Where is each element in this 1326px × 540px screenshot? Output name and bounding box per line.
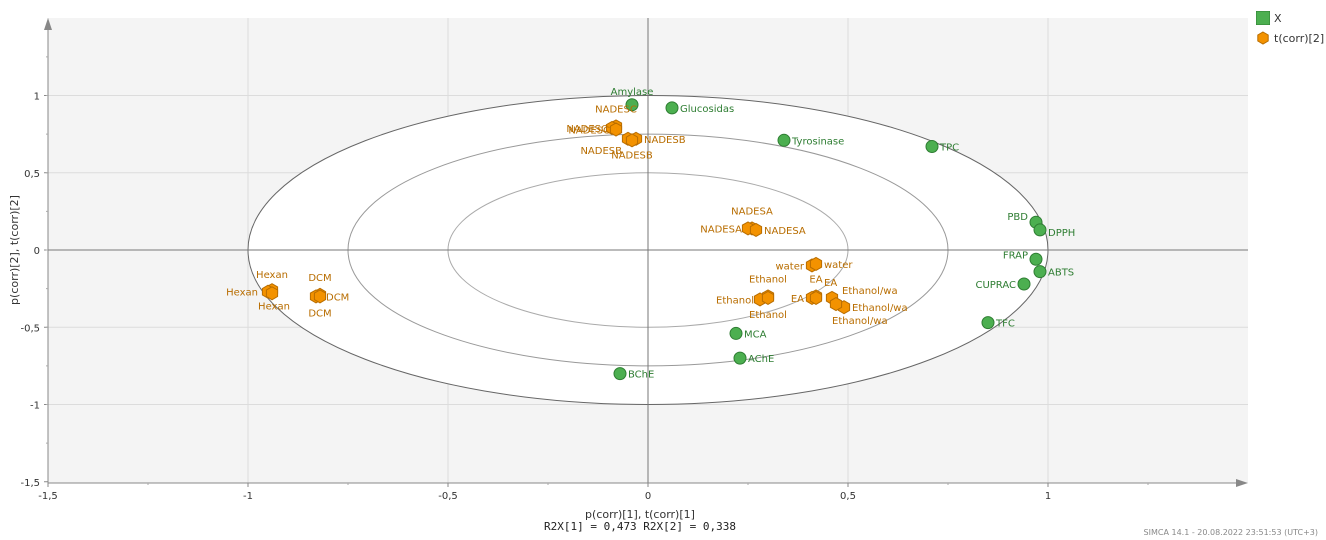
loading-label: DPPH [1048,228,1075,239]
score-label: Hexan [258,301,290,312]
score-point [313,289,327,304]
loading-point [1033,223,1047,237]
x-tick-label: 1 [1045,491,1051,502]
score-label: NADESB [644,135,686,146]
loading-point [1017,277,1031,291]
score-label: NADESA [764,226,806,237]
software-footer: SIMCA 14.1 - 20.08.2022 23:51:53 (UTC+3) [1143,528,1318,537]
loading-label: PBD [1007,212,1028,223]
score-label: Ethanol/wa [852,303,908,314]
score-label: DCM [326,292,349,303]
score-point [761,290,775,305]
score-label: Ethanol [749,310,787,321]
x-tick-label: 0 [645,491,651,502]
y-axis-title: p(corr)[2], t(corr)[2] [8,195,21,305]
y-tick-label: 0 [34,246,40,257]
green-square-icon [1256,11,1270,25]
score-label: NADESC [595,104,637,115]
loading-label: Amylase [611,87,654,98]
score-point [829,297,843,312]
loading-point [1029,252,1043,266]
x-tick-label: 0,5 [840,491,856,502]
score-point [625,133,639,148]
loading-point [925,139,939,153]
loading-point [1033,265,1047,279]
score-label: DCM [308,308,331,319]
legend-item-tcorr2[interactable]: t(corr)[2] [1256,28,1324,48]
score-point [265,286,279,301]
score-label: NADESB [580,146,622,157]
x-axis-arrow-icon [1236,479,1248,487]
loading-label: MCA [744,329,767,340]
y-tick-label: 0,5 [24,169,40,180]
loading-label: TFC [995,319,1015,330]
score-label: NADESA [731,206,773,217]
score-label: Hexan [226,288,258,299]
score-label: NADESB [611,150,653,161]
legend-label-tcorr2: t(corr)[2] [1274,31,1325,45]
score-label: Ethanol [749,274,787,285]
x-tick-label: -1 [243,491,253,502]
score-label: water [776,261,805,272]
y-tick-label: -1 [30,401,40,412]
orange-hexagon-icon [1257,31,1269,45]
score-label: Ethanol [716,295,754,306]
loading-label: TPC [939,142,959,153]
score-label: NADESC [566,124,608,135]
legend: X t(corr)[2] [1256,8,1324,48]
y-tick-label: 1 [34,92,40,103]
loading-point [733,351,747,365]
loading-label: ABTS [1048,268,1074,279]
score-point [609,122,623,137]
score-point [809,290,823,305]
loading-point [777,133,791,147]
score-label: DCM [308,273,331,284]
y-tick-label: -1,5 [20,478,40,489]
loading-label: FRAP [1003,250,1028,261]
loading-label: CUPRAC [975,280,1016,291]
score-point [749,222,763,237]
x-tick-label: -0,5 [438,491,458,502]
loading-label: Tyrosinase [791,136,844,147]
y-axis-arrow-icon [44,18,52,30]
loading-point [729,326,743,340]
loading-point [625,98,639,112]
legend-label-x: X [1274,11,1282,25]
loading-label: BChE [628,370,654,381]
r2x-summary: R2X[1] = 0,473 R2X[2] = 0,338 [543,520,737,533]
score-label: water [824,260,853,271]
loading-label: Glucosidas [680,104,734,115]
x-tick-label: -1,5 [38,491,58,502]
score-label: NADESC [568,125,610,136]
score-label: NADESA [700,224,742,235]
loading-point [665,101,679,115]
loading-label: AChE [748,354,774,365]
score-label: EA [791,294,804,305]
score-label: EA [809,274,822,285]
score-label: Hexan [256,270,288,281]
legend-item-x[interactable]: X [1256,8,1324,28]
loading-point [613,367,627,381]
score-label: Ethanol/wa [842,286,898,297]
score-label: EA [824,278,837,289]
loading-point [981,316,995,330]
score-label: Ethanol/wa [832,316,888,327]
y-tick-label: -0,5 [20,323,40,334]
x-axis-title: p(corr)[1], t(corr)[1] [585,508,695,521]
score-point [809,256,823,271]
